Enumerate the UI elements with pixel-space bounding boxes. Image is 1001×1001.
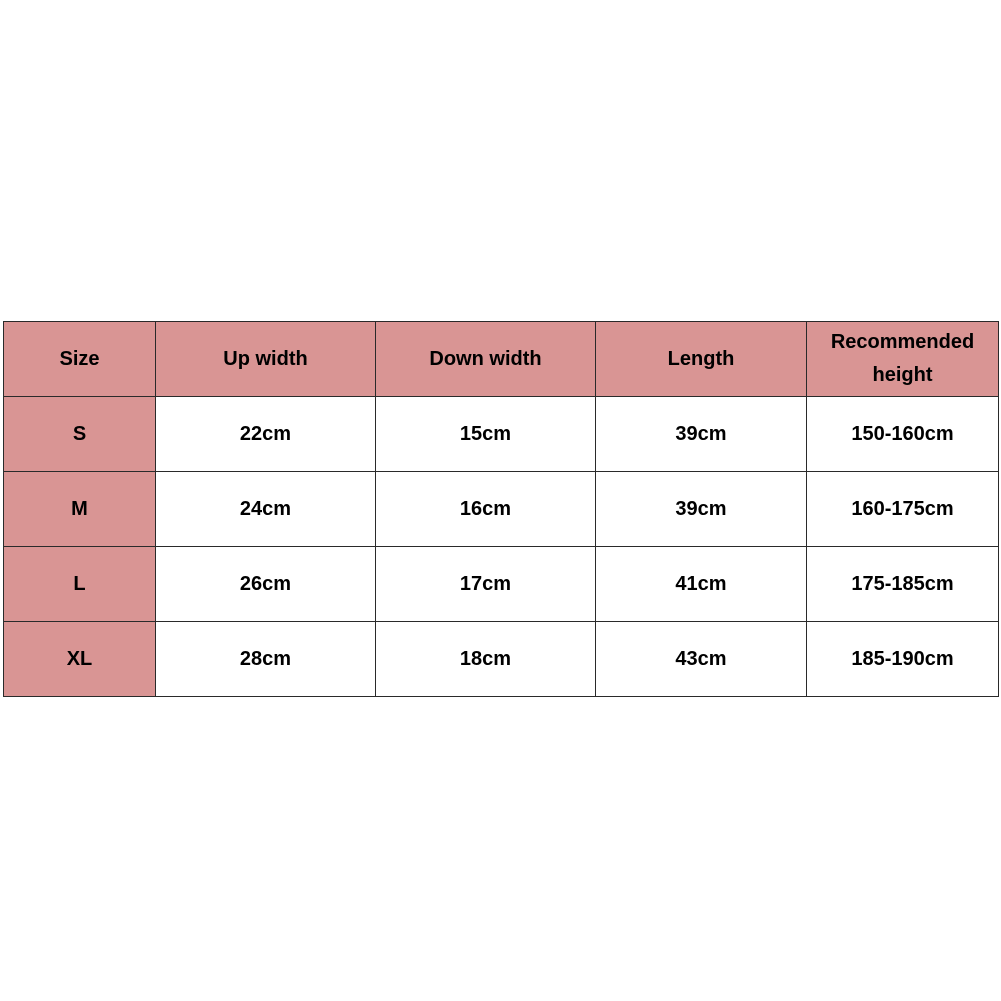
header-up-width: Up width xyxy=(155,321,376,397)
cell-down-width: 16cm xyxy=(375,471,596,547)
cell-down-width: 15cm xyxy=(375,396,596,472)
header-size: Size xyxy=(3,321,156,397)
table-row: M 24cm 16cm 39cm 160-175cm xyxy=(3,471,999,547)
cell-up-width: 28cm xyxy=(155,621,376,697)
size-chart-table: Size Up width Down width Length Recommen… xyxy=(3,321,999,697)
cell-recommended-height: 175-185cm xyxy=(806,546,999,622)
cell-size: L xyxy=(3,546,156,622)
cell-length: 41cm xyxy=(595,546,807,622)
cell-up-width: 24cm xyxy=(155,471,376,547)
cell-recommended-height: 150-160cm xyxy=(806,396,999,472)
table-row: XL 28cm 18cm 43cm 185-190cm xyxy=(3,621,999,697)
cell-size: XL xyxy=(3,621,156,697)
cell-length: 39cm xyxy=(595,471,807,547)
cell-length: 39cm xyxy=(595,396,807,472)
header-row: Size Up width Down width Length Recommen… xyxy=(3,321,999,397)
cell-recommended-height: 185-190cm xyxy=(806,621,999,697)
cell-up-width: 26cm xyxy=(155,546,376,622)
header-recommended-height: Recommended height xyxy=(806,321,999,397)
cell-size: M xyxy=(3,471,156,547)
table-row: L 26cm 17cm 41cm 175-185cm xyxy=(3,546,999,622)
cell-down-width: 18cm xyxy=(375,621,596,697)
cell-size: S xyxy=(3,396,156,472)
cell-length: 43cm xyxy=(595,621,807,697)
cell-down-width: 17cm xyxy=(375,546,596,622)
header-down-width: Down width xyxy=(375,321,596,397)
header-length: Length xyxy=(595,321,807,397)
cell-up-width: 22cm xyxy=(155,396,376,472)
table-row: S 22cm 15cm 39cm 150-160cm xyxy=(3,396,999,472)
cell-recommended-height: 160-175cm xyxy=(806,471,999,547)
